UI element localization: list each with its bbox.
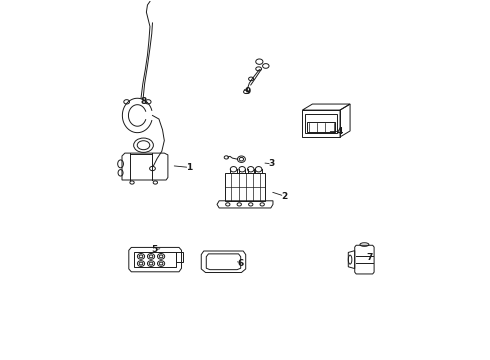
- Text: 2: 2: [281, 192, 288, 201]
- Text: 7: 7: [367, 253, 373, 262]
- Text: 8: 8: [141, 97, 147, 106]
- Text: 6: 6: [238, 259, 244, 268]
- Text: 5: 5: [151, 246, 158, 255]
- Text: 1: 1: [186, 163, 193, 172]
- Bar: [176, 252, 183, 262]
- Text: 3: 3: [269, 159, 275, 168]
- Bar: [305, 114, 337, 134]
- Text: 4: 4: [337, 127, 343, 136]
- Bar: [307, 122, 335, 132]
- Text: 9: 9: [245, 86, 251, 95]
